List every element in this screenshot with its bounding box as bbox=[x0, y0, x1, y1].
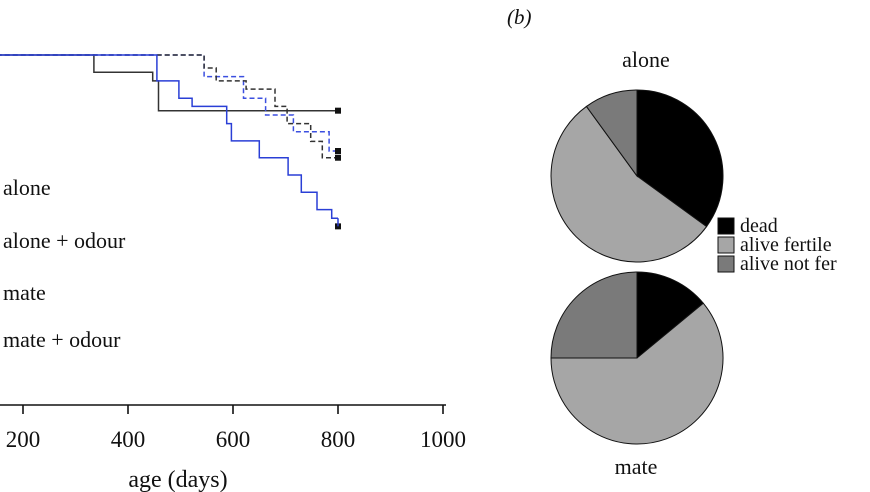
pie-slice-alive-not-fertile bbox=[585, 89, 638, 178]
pie-alone-title: alone bbox=[622, 47, 670, 72]
series-line-3 bbox=[0, 54, 338, 219]
survival-plot: 200 400 600 800 1000 age (days) alone alone +… bbox=[0, 54, 466, 492]
pie-legend-label-0: dead bbox=[740, 215, 778, 237]
legend-entry-3: mate + odour bbox=[3, 327, 121, 352]
series-line-2 bbox=[0, 54, 338, 159]
legend-entry-0: alone bbox=[3, 175, 51, 200]
pie-legend-label-1: alive fertile bbox=[740, 234, 832, 256]
legend-entry-2: mate bbox=[3, 280, 46, 305]
x-tick-label-1000: 1000 bbox=[420, 427, 466, 452]
x-axis-ticks: 200 400 600 800 1000 bbox=[6, 405, 466, 452]
pie-legend-swatch-0 bbox=[717, 217, 735, 235]
censor-mark-1 bbox=[335, 148, 341, 154]
pie-slice-dead bbox=[636, 89, 724, 228]
survival-legend: alone alone + odour mate mate + odour bbox=[3, 175, 126, 352]
censor-mark-2 bbox=[335, 154, 341, 161]
censor-mark-0 bbox=[335, 107, 341, 114]
pie-slice-alive-not-fertile bbox=[550, 271, 638, 359]
series-line-1 bbox=[0, 54, 338, 152]
legend-entry-1: alone + odour bbox=[3, 228, 126, 253]
x-tick-label-600: 600 bbox=[216, 427, 251, 452]
pie-legend-label-2: alive not fer bbox=[740, 253, 837, 275]
survival-series-group bbox=[0, 54, 338, 219]
pie-slice-alive-fertile bbox=[550, 105, 708, 263]
x-tick-label-400: 400 bbox=[111, 427, 146, 452]
pie-slice-alive-fertile bbox=[550, 302, 724, 445]
pie-legend-swatch-2 bbox=[717, 255, 735, 273]
pie-alone bbox=[550, 89, 724, 263]
pie-mate-title: mate bbox=[615, 454, 658, 479]
x-axis-label: age (days) bbox=[128, 467, 227, 492]
pie-mate bbox=[550, 271, 724, 445]
pie-legend-swatch-1 bbox=[717, 236, 735, 254]
series-line-0 bbox=[0, 54, 338, 112]
pie-slice-dead bbox=[636, 271, 704, 360]
panel-b-label: (b) bbox=[507, 5, 532, 29]
x-tick-label-200: 200 bbox=[6, 427, 41, 452]
censor-marks-group bbox=[335, 107, 341, 230]
x-tick-label-800: 800 bbox=[321, 427, 356, 452]
